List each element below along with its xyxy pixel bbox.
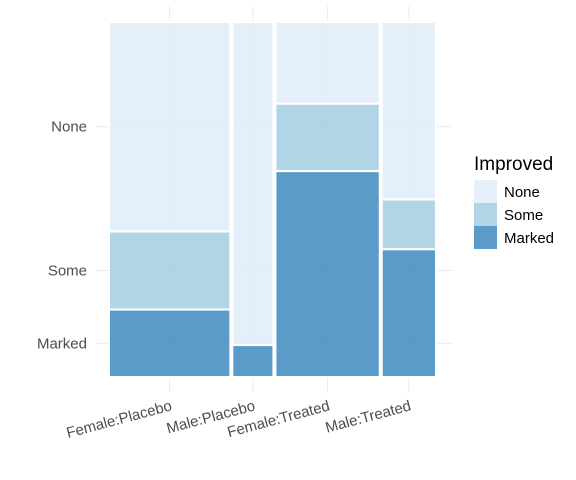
legend-key-marked bbox=[474, 226, 497, 249]
tile-female-placebo-marked bbox=[108, 308, 232, 378]
x-tick-label-0: Female:Placebo bbox=[65, 397, 174, 441]
legend-label-some: Some bbox=[504, 207, 543, 224]
y-axis: None Some Marked bbox=[37, 119, 87, 353]
tile-male-treated-some bbox=[380, 198, 438, 251]
legend-title: Improved bbox=[474, 154, 553, 175]
legend-key-some bbox=[474, 203, 497, 226]
tile-female-treated-marked bbox=[274, 170, 381, 378]
mosaic-tiles bbox=[108, 21, 438, 378]
y-tick-label-none: None bbox=[51, 119, 87, 136]
x-axis: Female:PlaceboMale:PlaceboFemale:Treated… bbox=[65, 397, 413, 441]
tile-male-treated-none bbox=[380, 21, 438, 201]
legend-label-none: None bbox=[504, 184, 540, 201]
tile-male-treated-marked bbox=[380, 248, 438, 378]
x-tick-label-3: Male:Treated bbox=[324, 397, 413, 436]
legend-key-none bbox=[474, 180, 497, 203]
legend: Improved None Some Marked bbox=[474, 154, 554, 249]
tile-male-placebo-marked bbox=[231, 344, 275, 378]
legend-label-marked: Marked bbox=[504, 230, 554, 247]
y-tick-label-marked: Marked bbox=[37, 335, 87, 352]
y-tick-label-some: Some bbox=[48, 263, 87, 280]
tile-male-placebo-none bbox=[231, 21, 275, 347]
tile-female-treated-none bbox=[274, 21, 381, 105]
tile-female-treated-some bbox=[274, 102, 381, 173]
tile-female-placebo-some bbox=[108, 230, 232, 311]
tile-female-placebo-none bbox=[108, 21, 232, 233]
